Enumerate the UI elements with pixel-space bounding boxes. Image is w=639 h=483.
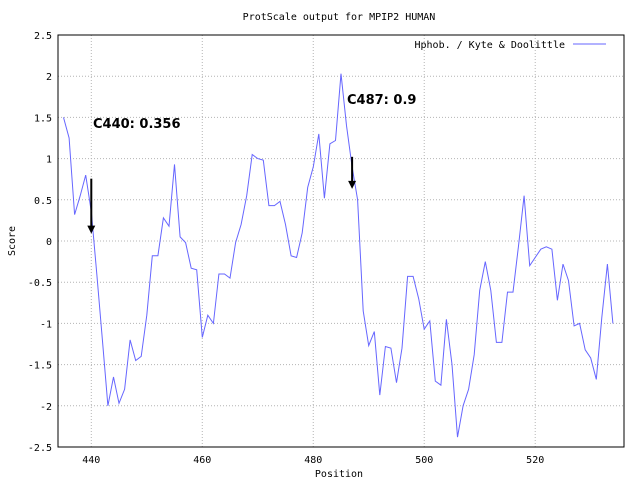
y-tick-label: -1.5 [28, 361, 52, 372]
x-tick-label: 520 [526, 455, 544, 466]
y-axis-label: Score [7, 226, 18, 256]
annotation-arrow-head [87, 225, 96, 234]
y-tick-label: 1 [46, 155, 52, 166]
y-tick-label: -2.5 [28, 443, 52, 454]
annotation-c440-arrow [87, 178, 96, 234]
y-tick-label: -1 [40, 319, 52, 330]
y-tick-label: 2.5 [34, 31, 52, 42]
legend-label: Hphob. / Kyte & Doolittle [414, 40, 565, 51]
y-tick-label: 2 [46, 72, 52, 83]
annotation-arrow-head [348, 180, 357, 189]
plot-frame [57, 34, 625, 448]
x-tick-label: 440 [82, 455, 100, 466]
x-tick-labels: 440 460 480 500 520 [82, 455, 544, 466]
x-tick-label: 460 [193, 455, 211, 466]
x-tick-label: 480 [304, 455, 322, 466]
y-tick-labels: 2.5 2 1.5 1 0.5 0 -0.5 -1 -1.5 -2 -2.5 [28, 31, 52, 454]
annotation-c487-label: C487: 0.9 [347, 93, 416, 108]
y-tick-label: 1.5 [34, 113, 52, 124]
chart-title: ProtScale output for MPIP2 HUMAN [243, 12, 436, 23]
y-tick-label: -0.5 [28, 278, 52, 289]
annotation-c440-label: C440: 0.356 [93, 117, 181, 132]
x-axis-label: Position [315, 469, 363, 480]
annotations: C440: 0.356 C487: 0.9 [87, 93, 416, 234]
legend: Hphob. / Kyte & Doolittle [414, 40, 606, 51]
annotation-c487-arrow [348, 156, 357, 189]
y-tick-label: 0.5 [34, 196, 52, 207]
x-tick-label: 500 [415, 455, 433, 466]
y-tick-label: -2 [40, 402, 52, 413]
series-line-hydrophobicity [63, 73, 614, 438]
y-tick-label: 0 [46, 237, 52, 248]
